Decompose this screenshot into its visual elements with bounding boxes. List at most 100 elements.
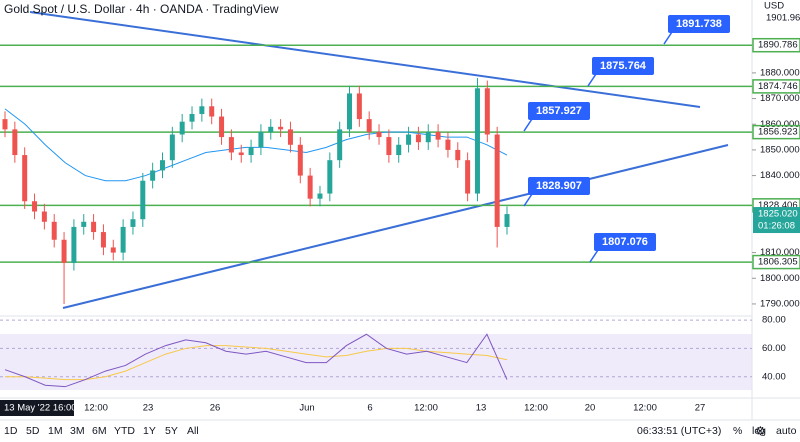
level-tag-label: 1806.305 — [758, 257, 798, 268]
callout-box — [668, 15, 730, 33]
candle-body — [41, 211, 47, 222]
x-label: 12:00 — [414, 403, 438, 414]
candle-body — [347, 93, 353, 130]
range-button[interactable]: 3M — [70, 425, 85, 437]
callout-pointer — [589, 249, 599, 263]
candle-body — [396, 144, 402, 156]
x-label: 6 — [367, 403, 372, 414]
candle-body — [248, 147, 254, 156]
candle-body — [100, 232, 106, 248]
candle-body — [199, 106, 205, 114]
callout-pointer — [663, 31, 673, 45]
crosshair-date-box — [0, 400, 74, 416]
range-button[interactable]: 1Y — [143, 425, 156, 437]
scale-button[interactable]: % — [733, 425, 742, 437]
last-price-tag — [753, 207, 800, 234]
range-button[interactable]: YTD — [114, 425, 135, 437]
top-price: 1901.969 — [766, 13, 800, 24]
candle-body — [356, 93, 362, 120]
clock: 06:33:51 (UTC+3) — [637, 425, 721, 437]
candle-body — [337, 129, 343, 161]
rsi-line — [4, 333, 508, 388]
rsi-ma — [5, 345, 508, 381]
level-tag — [752, 124, 800, 140]
price-tick-label: 1860.000 — [760, 119, 800, 130]
candle-body — [140, 180, 146, 220]
candle-body — [150, 170, 156, 181]
level-tag-label: 1856.923 — [758, 127, 798, 138]
price-tick-label: 1800.000 — [760, 273, 800, 284]
level-tag-label: 1874.746 — [758, 81, 798, 92]
candle-body — [258, 131, 264, 148]
trend-line — [62, 144, 729, 309]
candle-body — [209, 106, 215, 117]
scale-button[interactable]: auto — [776, 425, 797, 437]
candle-body — [317, 193, 323, 199]
callout-pointer — [587, 73, 597, 87]
candle-body — [455, 149, 461, 161]
candle-body — [61, 239, 67, 263]
range-button[interactable]: 1M — [48, 425, 63, 437]
candle-body — [159, 160, 165, 171]
range-button[interactable]: 6M — [92, 425, 107, 437]
settings-icon[interactable]: ⚙ — [755, 424, 766, 438]
candle-body — [179, 121, 185, 135]
rsi-tick-label: 40.00 — [762, 371, 786, 382]
candle-body — [22, 155, 28, 202]
x-label: 26 — [210, 403, 221, 414]
candle-body — [287, 129, 293, 145]
range-button[interactable]: 1D — [4, 425, 18, 437]
candle-body — [376, 131, 382, 138]
candle-body — [130, 219, 136, 227]
title: Gold Spot / U.S. Dollar · 4h · OANDA · T… — [4, 2, 279, 16]
candle-body — [465, 160, 471, 194]
last-price-label: 1825.020 — [758, 209, 798, 220]
level-tag-label: 1828.406 — [758, 200, 798, 211]
x-label: 13 — [476, 403, 487, 414]
scale-button[interactable]: log — [752, 425, 766, 437]
x-label: 12:00 — [633, 403, 657, 414]
candle-body — [425, 131, 431, 143]
candle-body — [238, 152, 244, 156]
price-tick-label: 1810.000 — [760, 247, 800, 258]
candle-body — [12, 129, 18, 156]
candle-body — [81, 221, 87, 227]
candle-body — [474, 88, 480, 194]
candle-body — [307, 175, 313, 199]
range-button[interactable]: 5Y — [165, 425, 178, 437]
rsi-tick-label: 60.00 — [762, 343, 786, 354]
callout-label: 1875.764 — [600, 60, 647, 72]
candle-body — [366, 119, 372, 132]
countdown: 01:26:08 — [758, 221, 795, 232]
range-button[interactable]: 5D — [26, 425, 40, 437]
moving-average — [4, 108, 508, 182]
candle-body — [268, 126, 274, 132]
level-tag — [752, 37, 800, 53]
range-button[interactable]: All — [187, 425, 199, 437]
trend-line — [29, 11, 701, 108]
x-label: 13 May '22 16:00 — [4, 403, 77, 414]
candle-body — [406, 134, 412, 145]
candle-body — [278, 126, 284, 130]
candle-body — [494, 134, 500, 227]
candle-body — [327, 160, 333, 194]
candle-body — [504, 214, 510, 227]
candle-body — [169, 134, 175, 161]
callout-label: 1891.738 — [676, 18, 722, 30]
candle-body — [189, 113, 195, 122]
x-label: 20 — [585, 403, 596, 414]
callout-label: 1828.907 — [536, 180, 582, 192]
candle-body — [120, 226, 126, 253]
x-label: 12:00 — [524, 403, 548, 414]
callout-pointer — [523, 118, 533, 132]
price-tick-label: 1790.000 — [760, 298, 800, 309]
candle-body — [71, 226, 77, 263]
candle-body — [51, 221, 57, 240]
candle-body — [415, 134, 421, 143]
candle-body — [435, 131, 441, 140]
trend-lines — [29, 11, 729, 309]
candle-body — [110, 247, 116, 253]
callout-label: 1857.927 — [536, 105, 582, 117]
